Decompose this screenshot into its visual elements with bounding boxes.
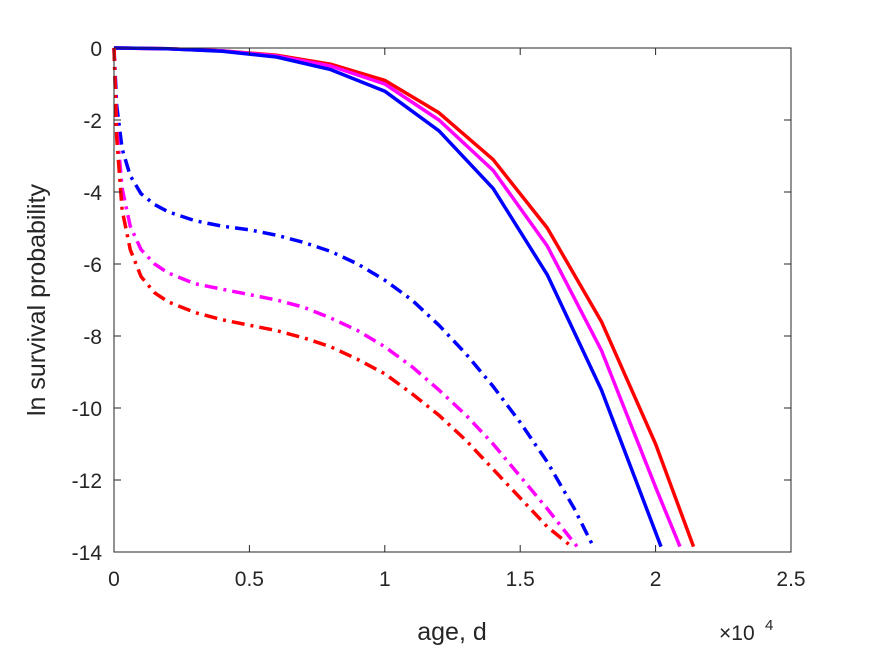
y-tick-label-4: -8 (83, 326, 102, 349)
y-tick-label-7: -14 (72, 542, 103, 565)
y-tick-label-2: -4 (83, 182, 102, 205)
x-tick-label-5: 2.5 (776, 568, 805, 591)
series-line-4 (112, 47, 595, 548)
x-axis-label: age, d (417, 618, 487, 646)
series-line-6 (112, 47, 573, 548)
y-tick-label-6: -12 (72, 470, 102, 493)
series-line-5 (112, 47, 579, 548)
x-exponent-power: 4 (765, 617, 773, 634)
y-tick-label-3: -6 (83, 254, 102, 277)
series-line-3 (113, 46, 663, 548)
x-tick-label-1: 0.5 (235, 568, 264, 591)
x-tick-label-3: 1.5 (506, 568, 535, 591)
series-layer (112, 46, 696, 548)
x-tick-label-2: 1 (379, 568, 391, 591)
y-axis-label: ln survival probability (23, 183, 51, 416)
axes-box (113, 47, 792, 553)
tick-layer: 0 0.5 1 1.5 2 2.5 0 -2 -4 -6 -8 -10 -12 -14 (72, 38, 806, 591)
y-tick-label-5: -10 (72, 398, 102, 421)
x-tick-label-0: 0 (108, 568, 120, 591)
x-tick-label-4: 2 (650, 568, 662, 591)
x-exponent-label: ×10 (719, 622, 755, 645)
y-tick-label-1: -2 (83, 110, 102, 133)
y-tick-label-0: 0 (90, 38, 102, 61)
